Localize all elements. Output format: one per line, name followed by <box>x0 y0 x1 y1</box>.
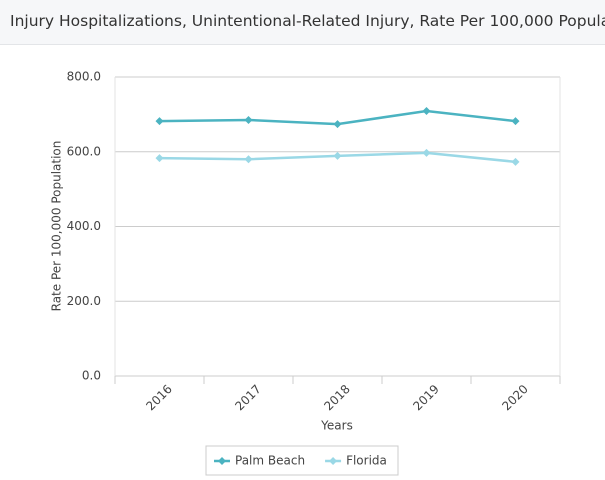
y-tick-label: 400.0 <box>67 219 101 233</box>
y-tick-label: 200.0 <box>67 294 101 308</box>
y-axis-label: Rate Per 100,000 Population <box>50 141 64 312</box>
y-tick-label: 0.0 <box>82 369 101 383</box>
data-point <box>333 120 342 129</box>
data-point <box>333 151 342 160</box>
legend <box>205 445 399 476</box>
legend-marker <box>218 457 226 465</box>
data-point <box>422 107 431 116</box>
x-tick-label: 2018 <box>321 382 352 413</box>
data-point <box>422 148 431 157</box>
legend-marker <box>329 457 338 465</box>
x-tick-label: 2019 <box>410 382 441 413</box>
x-tick-label: 2020 <box>499 382 530 413</box>
y-tick-label: 600.0 <box>67 144 101 158</box>
legend-label[interactable]: Florida <box>346 454 387 468</box>
x-tick-label: 2017 <box>232 382 263 413</box>
data-point <box>511 157 520 166</box>
panel-header: Injury Hospitalizations, Unintentional-R… <box>0 0 605 45</box>
chart-title: Injury Hospitalizations, Unintentional-R… <box>10 12 605 30</box>
data-point <box>155 154 164 163</box>
y-tick-label: 800.0 <box>67 70 101 84</box>
data-point <box>511 117 520 126</box>
legend-label[interactable]: Palm Beach <box>235 454 305 468</box>
data-point <box>244 115 253 124</box>
x-tick-label: 2016 <box>143 382 174 413</box>
data-point <box>244 155 253 164</box>
x-axis-label: Years <box>320 419 353 433</box>
data-point <box>155 117 164 126</box>
